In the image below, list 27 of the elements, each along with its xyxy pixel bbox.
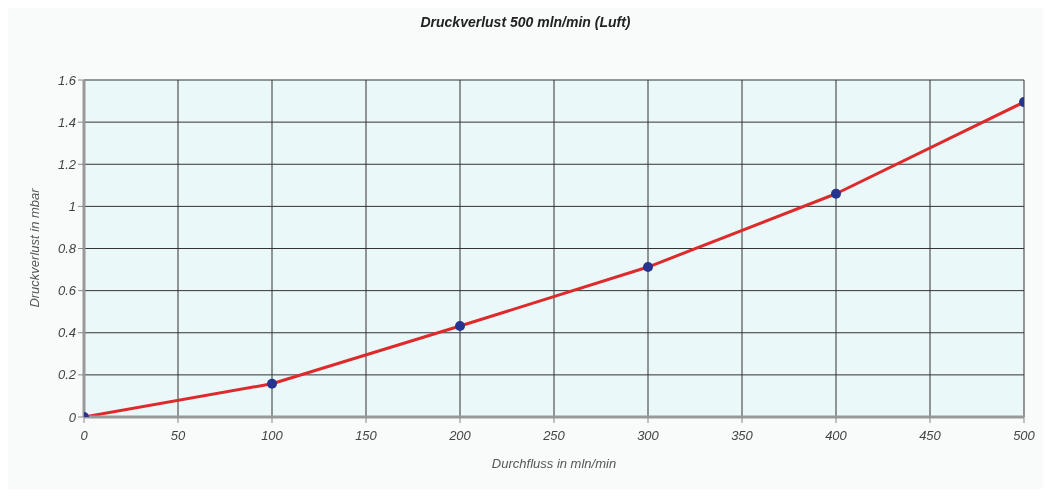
point [267, 378, 277, 389]
x-tick-label: 200 [448, 428, 472, 444]
y-tick-label: 0.2 [57, 367, 77, 383]
y-tick-label: 0.8 [57, 241, 77, 257]
x-tick-label: 0 [80, 428, 89, 444]
y-tick-label: 1.2 [57, 156, 77, 172]
point [455, 321, 465, 332]
y-tick-label: 0.6 [57, 283, 77, 299]
x-axis-title: Durchfluss in mln/min [490, 456, 618, 471]
x-tick-label: 300 [637, 428, 660, 444]
y-tick-label: 1.4 [57, 114, 76, 130]
y-tick-label: 1 [68, 198, 76, 214]
x-tick-label: 400 [825, 428, 848, 444]
point [831, 188, 841, 199]
point [643, 262, 653, 273]
y-axis-title: Druckverlust in mbar [26, 188, 42, 308]
x-tick-label: 150 [355, 428, 378, 444]
chart-title: Druckverlust 500 mln/min (Luft) [419, 14, 632, 30]
x-tick-label: 500 [1013, 428, 1036, 444]
x-tick-label: 350 [731, 428, 754, 444]
x-tick-label: 250 [542, 428, 566, 444]
y-tick-label: 0.4 [57, 325, 76, 341]
x-tick-label: 450 [919, 428, 942, 444]
y-tick-label: 1.6 [57, 72, 77, 88]
y-tick-label: 0 [68, 409, 77, 425]
x-tick-label: 100 [261, 428, 284, 444]
x-tick-label: 50 [170, 428, 186, 444]
